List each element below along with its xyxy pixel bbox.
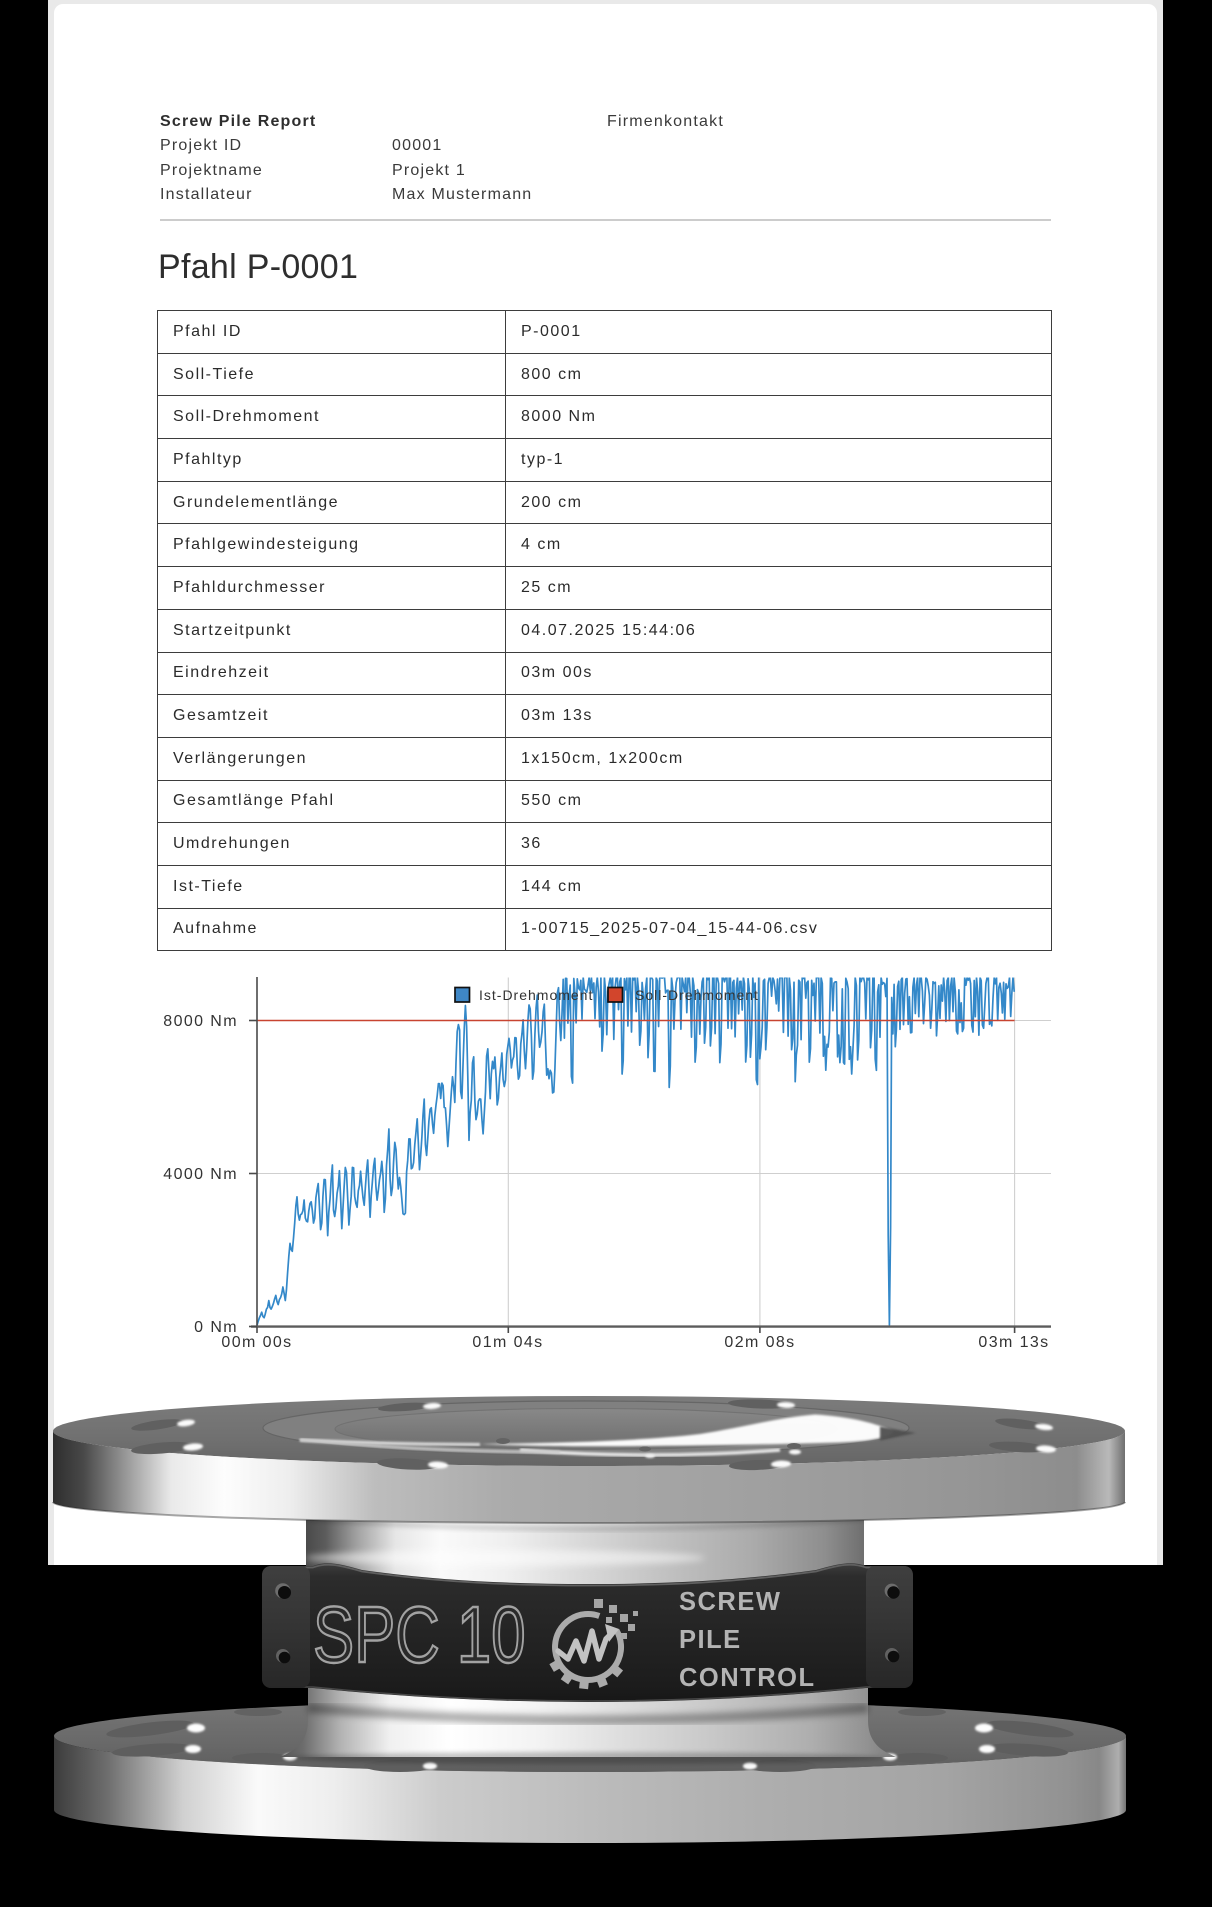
svg-text:0 Nm: 0 Nm: [194, 1319, 238, 1336]
svg-text:02m 08s: 02m 08s: [724, 1334, 795, 1351]
svg-text:Ist-Drehmoment: Ist-Drehmoment: [479, 987, 593, 1003]
svg-text:01m 04s: 01m 04s: [472, 1334, 543, 1351]
svg-text:SPC 10: SPC 10: [313, 1589, 526, 1679]
svg-text:PILE: PILE: [679, 1626, 742, 1654]
svg-text:CONTROL: CONTROL: [679, 1664, 816, 1692]
svg-text:Soll-Drehmoment: Soll-Drehmoment: [635, 987, 759, 1003]
svg-text:8000 Nm: 8000 Nm: [163, 1013, 238, 1030]
svg-text:03m 13s: 03m 13s: [978, 1334, 1049, 1351]
svg-text:SCREW: SCREW: [679, 1588, 781, 1616]
svg-text:00m 00s: 00m 00s: [221, 1334, 292, 1351]
svg-text:4000 Nm: 4000 Nm: [163, 1166, 238, 1183]
